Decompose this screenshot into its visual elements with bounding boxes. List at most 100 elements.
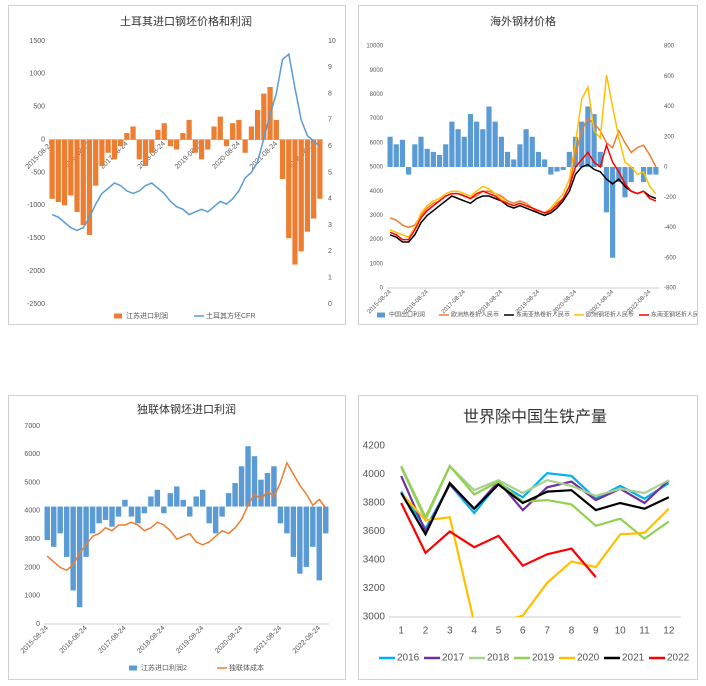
- bar: [517, 144, 523, 167]
- y-tick-label: 3000: [363, 612, 386, 623]
- chart-turkey: 土耳其进口钢坯价格和利润 -2500 -2000 -1500 -1000 -500 0 500…: [8, 5, 346, 325]
- legend-label: 欧洲热卷折人民币: [451, 311, 499, 319]
- bar: [57, 506, 63, 534]
- bar: [99, 139, 105, 166]
- y2-tick-label: 8: [328, 90, 332, 97]
- bar: [198, 139, 205, 160]
- chart-title: 独联体钢坯进口利润: [137, 402, 236, 416]
- bar: [135, 506, 141, 524]
- series-line: [400, 502, 597, 578]
- y-tick-label: 6000: [370, 140, 384, 146]
- y-tick-label: 1500: [29, 38, 45, 45]
- y-tick-label: 8000: [370, 92, 384, 98]
- legend-label: 江苏进口利润: [126, 311, 168, 320]
- y-tick-label: 7000: [24, 423, 40, 430]
- bar: [622, 167, 628, 198]
- bar: [303, 506, 310, 567]
- bar: [186, 119, 192, 140]
- legend-swatch: [114, 313, 122, 319]
- bar: [284, 506, 290, 534]
- bar: [149, 139, 155, 153]
- y-tick-label: 2000: [24, 564, 40, 571]
- y2-tick-label: 600: [664, 74, 675, 80]
- bar: [399, 139, 406, 167]
- bar: [579, 121, 585, 167]
- bar: [63, 506, 70, 557]
- bar: [560, 167, 566, 171]
- chart-title: 世界除中国生铁产量: [463, 408, 607, 426]
- y2-tick-label: 1: [328, 275, 332, 282]
- bar: [616, 167, 622, 183]
- y2-tick-label: -600: [664, 255, 677, 261]
- y-tick-label: 0: [41, 136, 45, 143]
- bar: [292, 139, 298, 265]
- bar: [297, 506, 303, 574]
- legend-label: 东南亚热卷折人民币: [516, 311, 570, 319]
- bar: [603, 167, 610, 213]
- bar: [199, 489, 206, 507]
- bar: [412, 144, 418, 167]
- y-tick-label: 4000: [370, 189, 384, 195]
- y2-tick-label: 7: [328, 117, 332, 124]
- x-tick-label: 2019-08-24: [175, 625, 205, 655]
- bar: [474, 121, 480, 167]
- bar: [316, 506, 323, 581]
- bar: [455, 129, 461, 167]
- bar: [251, 456, 258, 507]
- bar: [141, 506, 148, 514]
- bar: [290, 506, 297, 557]
- bar: [155, 129, 161, 140]
- x-tick-label: 10: [615, 626, 627, 637]
- legend-label: 2018: [487, 653, 510, 664]
- legend-label: 东南亚钢坯折人民币: [651, 311, 698, 319]
- y-tick-label: 6000: [24, 451, 40, 458]
- y2-tick-label: 800: [664, 44, 675, 50]
- bar: [511, 159, 517, 167]
- bar: [124, 133, 130, 140]
- bar: [70, 506, 76, 591]
- bar: [523, 129, 529, 167]
- legend-label: 2021: [622, 653, 645, 664]
- bar: [245, 446, 251, 507]
- bar: [387, 136, 393, 167]
- legend-label: 土耳其方坯CFR: [206, 311, 255, 320]
- bar: [193, 496, 199, 507]
- x-tick-label: 2021-08-24: [249, 140, 279, 170]
- bar: [317, 139, 323, 199]
- chart-title: 海外钢材价格: [490, 14, 556, 28]
- x-tick-label: 5: [496, 626, 502, 637]
- y2-tick-label: 0: [328, 301, 332, 308]
- bar: [628, 167, 634, 183]
- y-tick-label: 9000: [370, 68, 384, 74]
- bar: [647, 167, 653, 175]
- bar: [128, 506, 135, 517]
- chart-overseas: 海外钢材价格0100020003000400050006000700080009…: [358, 5, 698, 325]
- bar: [174, 139, 180, 150]
- y-tick-label: 3400: [363, 555, 386, 566]
- y-tick-label: 3200: [363, 583, 386, 594]
- bar: [80, 139, 86, 226]
- y2-tick-label: -200: [664, 195, 677, 201]
- bar: [277, 506, 284, 524]
- series-line: [400, 492, 670, 617]
- bar: [424, 148, 430, 167]
- y-tick-label: 10000: [366, 44, 383, 50]
- x-tick-label: 2015-08-24: [20, 625, 50, 655]
- bar: [76, 506, 83, 608]
- legend-label: 2016: [397, 653, 420, 664]
- bar: [86, 139, 93, 235]
- y-tick-label: -2000: [27, 268, 45, 275]
- series-line: [389, 142, 657, 241]
- y-tick-label: 3000: [370, 213, 384, 219]
- bar: [161, 123, 167, 140]
- bar: [136, 139, 142, 160]
- bar: [273, 119, 279, 140]
- bar: [443, 144, 449, 167]
- bar: [480, 129, 486, 167]
- bar: [219, 506, 225, 517]
- y2-tick-label: -400: [664, 225, 677, 231]
- bar: [393, 144, 399, 167]
- legend-label: 欧洲钢坯折人民币: [586, 311, 634, 319]
- bar: [111, 139, 118, 160]
- bar: [206, 506, 212, 524]
